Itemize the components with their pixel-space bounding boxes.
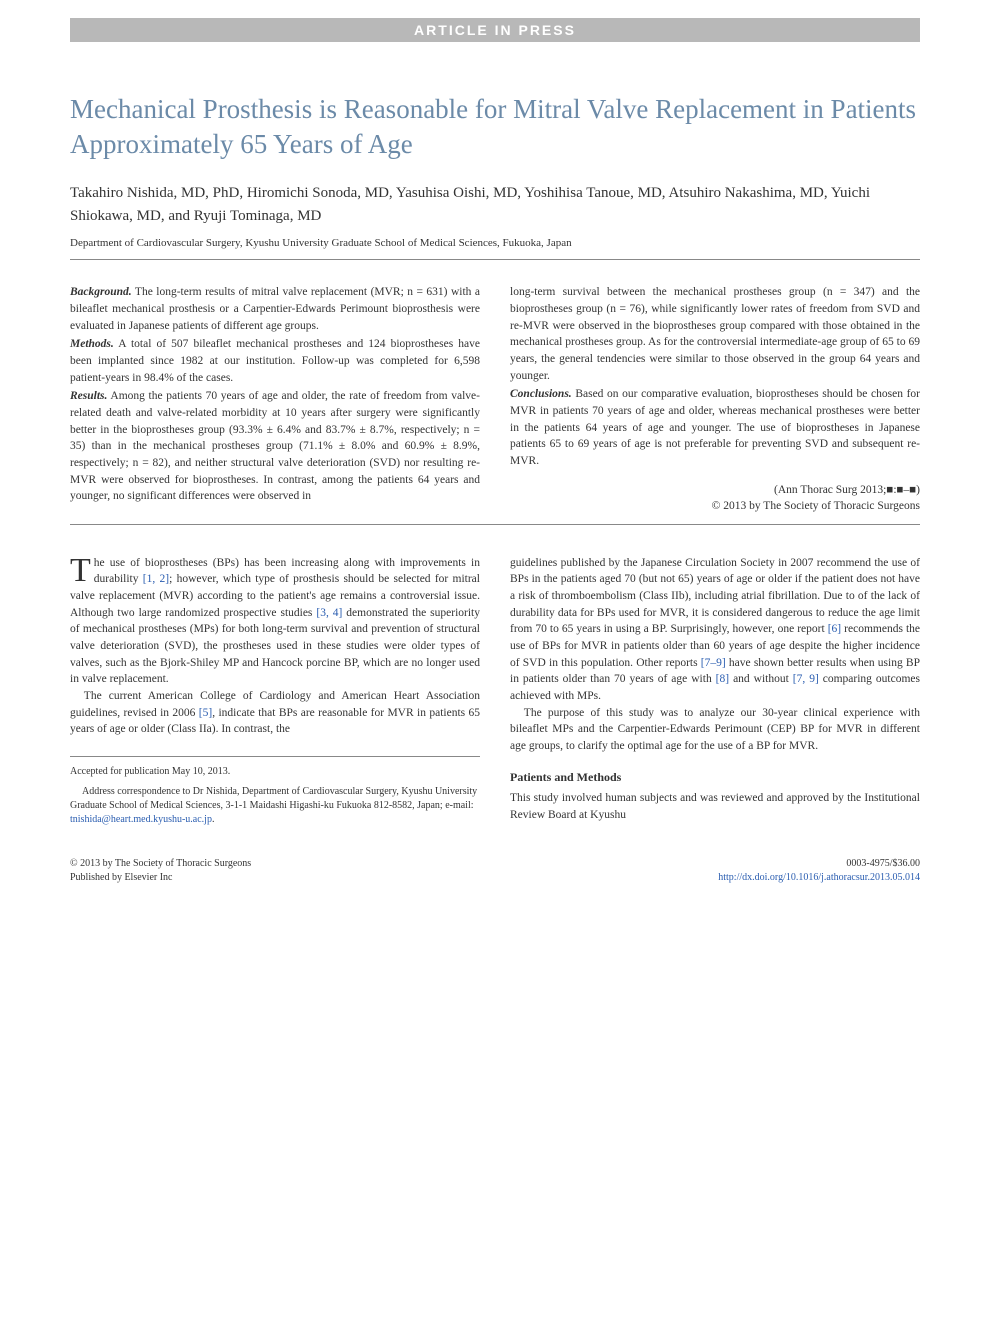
journal-citation: (Ann Thorac Surg 2013;■:■–■)	[510, 482, 920, 498]
footer-doi-link[interactable]: http://dx.doi.org/10.1016/j.athoracsur.2…	[718, 871, 920, 885]
correspondence-email[interactable]: tnishida@heart.med.kyushu-u.ac.jp	[70, 814, 212, 825]
results-continuation: long-term survival between the mechanica…	[510, 284, 920, 384]
author-list: Takahiro Nishida, MD, PhD, Hiromichi Son…	[70, 182, 920, 227]
article-in-press-banner: ARTICLE IN PRESS	[70, 18, 920, 42]
conclusions-label: Conclusions.	[510, 388, 572, 400]
body-paragraph-2: The purpose of this study was to analyze…	[510, 705, 920, 755]
page-footer: © 2013 by The Society of Thoracic Surgeo…	[70, 857, 920, 885]
divider-rule	[70, 524, 920, 525]
body-left-column: The use of bioprostheses (BPs) has been …	[70, 555, 480, 833]
reference-link[interactable]: [7–9]	[701, 657, 726, 669]
citation-block: (Ann Thorac Surg 2013;■:■–■) © 2013 by T…	[510, 482, 920, 514]
methods-paragraph-1: This study involved human subjects and w…	[510, 790, 920, 823]
abstract-left-column: Background. The long-term results of mit…	[70, 284, 480, 514]
results-label: Results.	[70, 390, 107, 402]
copyright-line: © 2013 by The Society of Thoracic Surgeo…	[510, 498, 920, 514]
background-text: The long-term results of mitral valve re…	[70, 286, 480, 331]
footer-copyright: © 2013 by The Society of Thoracic Surgeo…	[70, 857, 251, 871]
footer-left: © 2013 by The Society of Thoracic Surgeo…	[70, 857, 251, 885]
reference-link[interactable]: [6]	[828, 623, 841, 635]
conclusions-text: Based on our comparative evaluation, bio…	[510, 388, 920, 467]
intro-paragraph-2: The current American College of Cardiolo…	[70, 688, 480, 738]
accepted-date: Accepted for publication May 10, 2013.	[70, 765, 480, 779]
reference-link[interactable]: [7, 9]	[793, 673, 819, 685]
reference-link[interactable]: [5]	[199, 707, 212, 719]
affiliation: Department of Cardiovascular Surgery, Ky…	[70, 237, 920, 249]
footer-right: 0003-4975/$36.00 http://dx.doi.org/10.10…	[718, 857, 920, 885]
dropcap-letter: T	[70, 555, 94, 586]
reference-link[interactable]: [1, 2]	[143, 573, 169, 585]
footer-issn-price: 0003-4975/$36.00	[718, 857, 920, 871]
methods-label: Methods.	[70, 338, 114, 350]
body-paragraph-1: guidelines published by the Japanese Cir…	[510, 555, 920, 705]
body-right-column: guidelines published by the Japanese Cir…	[510, 555, 920, 833]
abstract-block: Background. The long-term results of mit…	[70, 284, 920, 514]
journal-page: ARTICLE IN PRESS Mechanical Prosthesis i…	[0, 18, 990, 925]
reference-link[interactable]: [3, 4]	[316, 607, 342, 619]
results-text: Among the patients 70 years of age and o…	[70, 390, 480, 502]
body-columns: The use of bioprostheses (BPs) has been …	[70, 555, 920, 833]
patients-methods-heading: Patients and Methods	[510, 769, 920, 786]
methods-text: A total of 507 bileaflet mechanical pros…	[70, 338, 480, 383]
background-label: Background.	[70, 286, 132, 298]
reference-link[interactable]: [8]	[716, 673, 729, 685]
correspondence-note: Address correspondence to Dr Nishida, De…	[70, 785, 480, 827]
footnotes-block: Accepted for publication May 10, 2013. A…	[70, 756, 480, 827]
abstract-right-column: long-term survival between the mechanica…	[510, 284, 920, 514]
intro-paragraph-1: The use of bioprostheses (BPs) has been …	[70, 555, 480, 688]
divider-rule	[70, 259, 920, 260]
article-title: Mechanical Prosthesis is Reasonable for …	[70, 92, 920, 162]
footer-publisher: Published by Elsevier Inc	[70, 871, 251, 885]
